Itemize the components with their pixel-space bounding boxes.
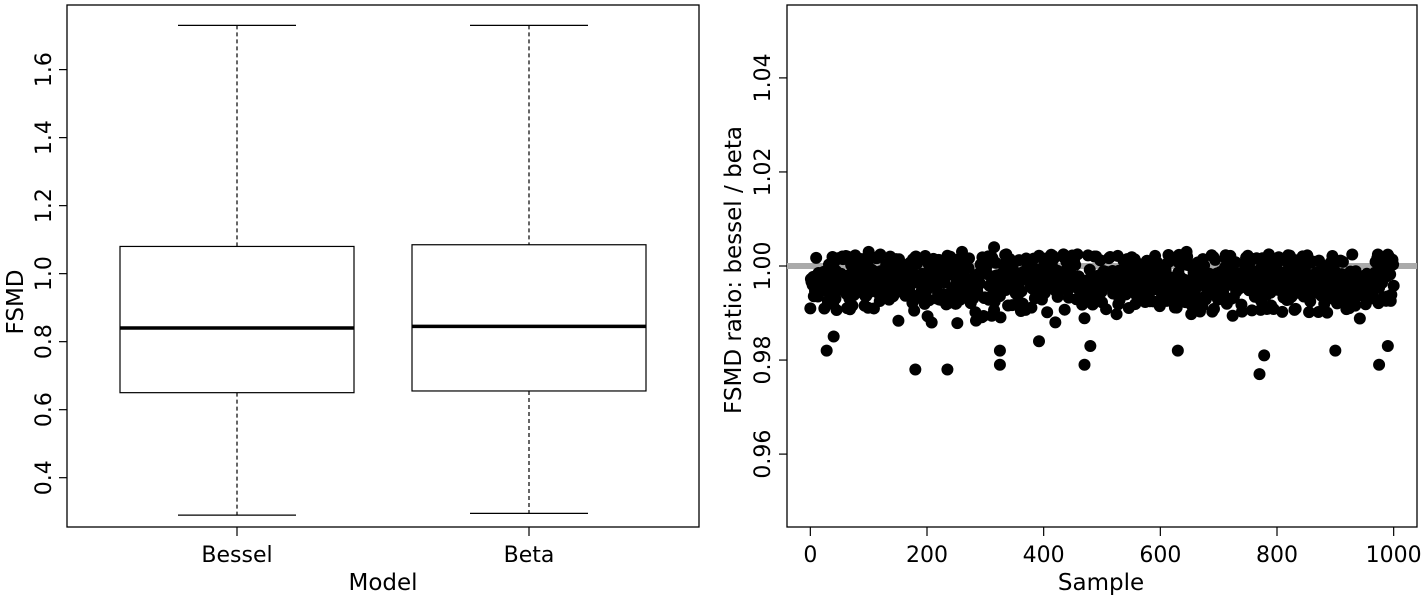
scatter-panel: 0.96 0.98 1.00 1.02 1.04 0 200 400 600 800 1000 S… xyxy=(721,4,1422,596)
data-point xyxy=(1289,302,1302,315)
data-point xyxy=(1276,305,1289,318)
x-tick-label: Beta xyxy=(504,543,555,568)
x-tick-label: 0 xyxy=(803,543,817,568)
data-point xyxy=(1236,305,1248,318)
data-point xyxy=(1349,299,1362,312)
data-point xyxy=(1381,339,1394,352)
x-tick-label: Bessel xyxy=(201,543,272,568)
data-point xyxy=(1110,308,1123,321)
data-point xyxy=(1069,258,1082,271)
data-point xyxy=(994,311,1007,324)
data-point xyxy=(1078,312,1091,325)
data-point xyxy=(1258,349,1271,362)
data-point xyxy=(1171,344,1184,357)
box-bessel xyxy=(119,245,355,394)
data-point xyxy=(874,248,887,261)
data-point xyxy=(1180,245,1193,258)
data-point xyxy=(1162,248,1175,261)
data-point xyxy=(1033,335,1045,348)
data-point xyxy=(1346,248,1359,261)
boxplot-panel: 0.4 0.6 0.8 1.0 1.2 1.4 1.6 Bessel Beta Model F… xyxy=(3,4,700,596)
data-point xyxy=(1047,252,1060,265)
data-point xyxy=(1385,288,1398,301)
boxplot-frame xyxy=(66,4,700,528)
data-point xyxy=(1151,256,1164,269)
data-point xyxy=(1209,253,1222,266)
data-point xyxy=(1329,344,1342,357)
data-point xyxy=(1253,368,1266,381)
data-point xyxy=(908,304,921,317)
y-tick-label: 0.98 xyxy=(751,336,776,385)
data-point xyxy=(820,344,833,357)
y-tick-label: 0.4 xyxy=(32,460,57,495)
box-beta xyxy=(411,244,647,392)
y-tick-label: 0.6 xyxy=(32,392,57,427)
data-point xyxy=(1015,285,1028,298)
data-point xyxy=(1373,358,1386,371)
data-point xyxy=(1321,306,1334,319)
data-point xyxy=(1226,309,1239,322)
data-point xyxy=(862,245,875,258)
x-tick-label: 800 xyxy=(1256,543,1298,568)
x-tick-label: 200 xyxy=(906,543,948,568)
y-tick-label: 1.0 xyxy=(32,256,57,291)
x-tick-label: 1000 xyxy=(1366,543,1422,568)
data-point xyxy=(846,299,859,312)
data-point xyxy=(1025,301,1038,314)
y-tick-label: 0.96 xyxy=(751,430,776,479)
data-point xyxy=(1336,255,1349,268)
data-point xyxy=(1387,258,1400,271)
data-point xyxy=(830,304,843,317)
data-point xyxy=(993,344,1006,357)
data-point xyxy=(1058,303,1071,316)
data-point xyxy=(1245,304,1258,317)
y-tick-label: 1.00 xyxy=(751,242,776,291)
data-point xyxy=(804,302,817,315)
y-tick-label: 1.04 xyxy=(751,53,776,102)
x-tick-label: 600 xyxy=(1139,543,1181,568)
data-point xyxy=(909,363,922,376)
data-point xyxy=(925,316,938,329)
data-point xyxy=(1071,248,1084,261)
data-point xyxy=(810,251,823,264)
x-tick-label: 400 xyxy=(1023,543,1065,568)
data-point xyxy=(1304,295,1317,308)
data-point xyxy=(941,363,954,376)
y-tick-label: 1.2 xyxy=(32,188,57,223)
data-point xyxy=(827,330,840,343)
data-point xyxy=(1100,303,1113,316)
data-point xyxy=(1229,256,1242,269)
data-point xyxy=(1208,302,1220,315)
data-point xyxy=(1353,312,1366,325)
data-point xyxy=(1041,306,1054,319)
data-point xyxy=(1078,358,1091,371)
data-point xyxy=(993,358,1006,371)
data-point xyxy=(962,262,975,275)
y-tick-label: 1.02 xyxy=(751,147,776,196)
data-point xyxy=(951,317,964,330)
boxplot-y-axis-label: FSMD xyxy=(3,270,29,335)
data-point xyxy=(988,241,1001,254)
data-point xyxy=(1303,306,1316,319)
data-point xyxy=(956,245,968,258)
y-tick-label: 0.8 xyxy=(32,324,57,359)
data-point xyxy=(1384,268,1397,281)
data-point xyxy=(1387,279,1400,292)
boxplot-x-axis-label: Model xyxy=(348,570,417,596)
data-point xyxy=(892,314,905,327)
scatter-y-axis-label: FSMD ratio: bessel / beta xyxy=(721,126,747,414)
scatter-x-axis-label: Sample xyxy=(1058,570,1144,596)
y-tick-label: 1.4 xyxy=(32,120,57,155)
y-tick-label: 1.6 xyxy=(32,52,57,87)
data-point xyxy=(1049,316,1062,329)
data-point xyxy=(1084,339,1097,352)
